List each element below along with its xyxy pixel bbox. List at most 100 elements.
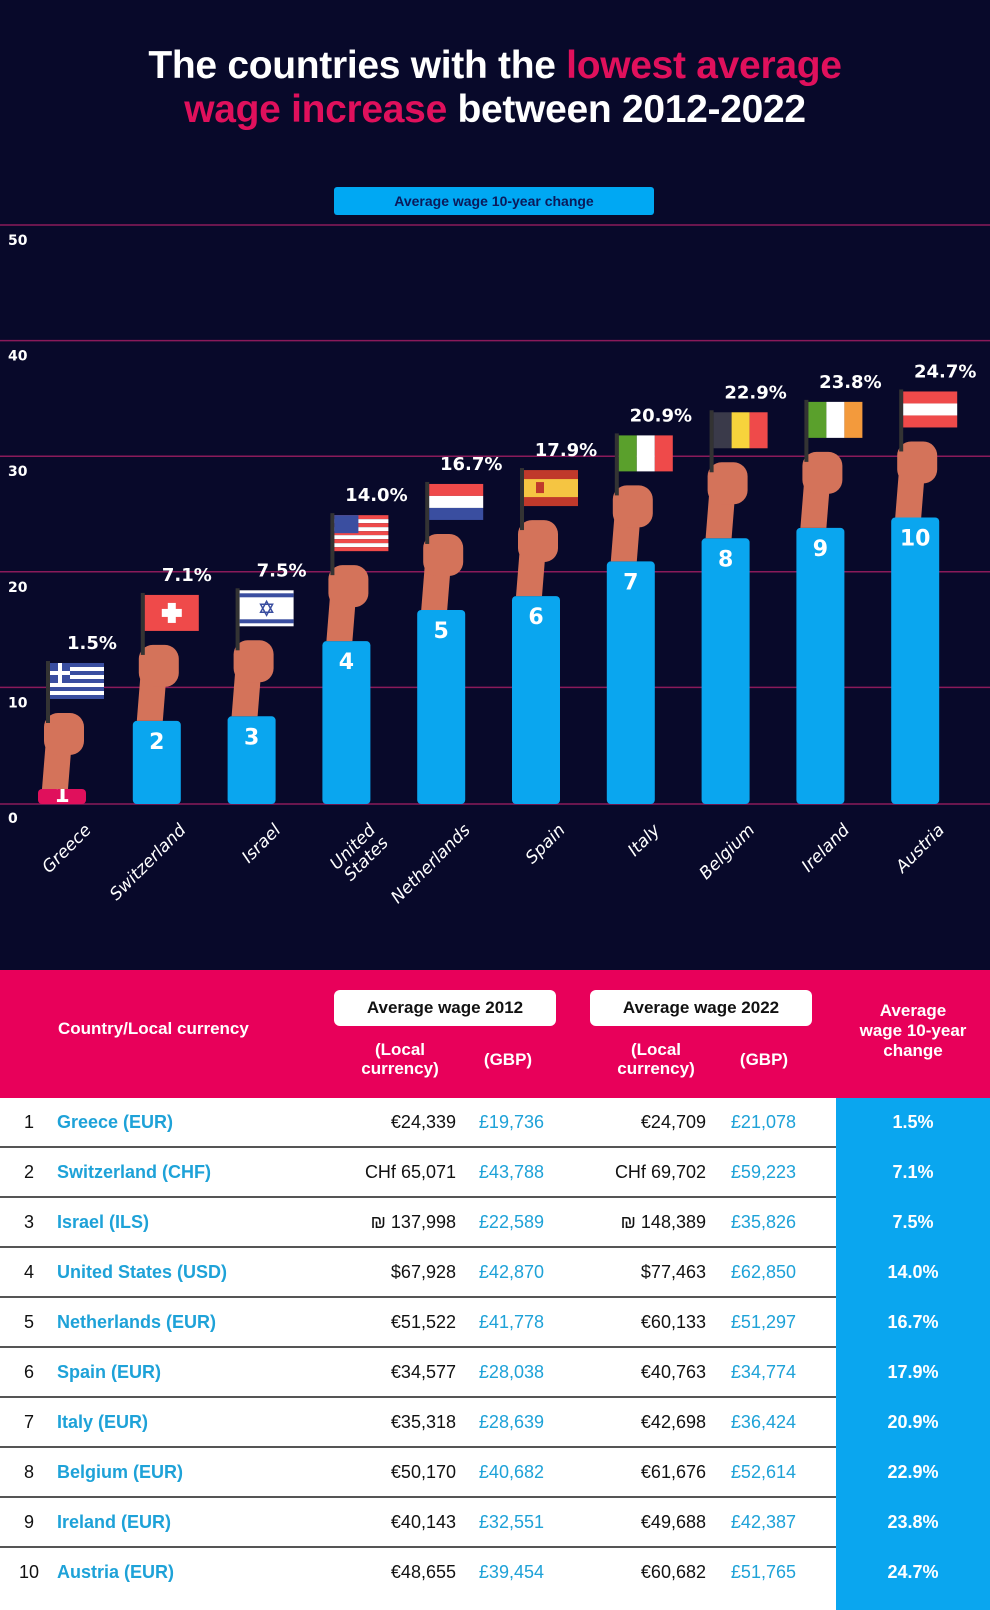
rank: 9	[23, 1512, 34, 1532]
bar-rank-label: 7	[623, 570, 638, 595]
table-row: 4 United States (USD) $67,928 £42,870 $77,46…	[0, 1248, 990, 1298]
table-row: 3 Israel (ILS) ₪ 137,998 £22,589 ₪ 148,389 £3…	[0, 1198, 990, 1248]
country-cell: Italy (EUR)	[57, 1412, 149, 1432]
gbp-2022-cell: £62,850	[730, 1262, 796, 1282]
country-cell: Belgium (EUR)	[57, 1462, 183, 1482]
gbp-2012-cell: £41,778	[478, 1312, 544, 1332]
united-states-flag-icon	[334, 515, 389, 552]
change-column-background	[836, 1098, 990, 1610]
table-row: 7 Italy (EUR) €35,318 £28,639 €42,698 £36,424…	[0, 1398, 990, 1448]
x-tick-label: Belgium	[696, 820, 759, 883]
header-gbp-2022: (GBP)	[739, 1050, 789, 1069]
flag-pole	[520, 468, 524, 531]
local-2012-cell: €24,339	[390, 1112, 456, 1132]
header-gbp-2012: (GBP)	[483, 1050, 533, 1069]
chart-legend: Average wage 10-year change	[334, 187, 654, 215]
x-tick-label: Italy	[624, 820, 665, 861]
gbp-2022-cell: £51,765	[730, 1562, 796, 1582]
x-tick-label: Israel	[238, 820, 285, 867]
row-divider	[0, 1196, 836, 1198]
change-cell: 24.7%	[887, 1562, 939, 1582]
gbp-2012-cell: £28,639	[478, 1412, 544, 1432]
rank: 6	[23, 1362, 34, 1382]
table-row: 10 Austria (EUR) €48,655 £39,454 €60,682 £51,…	[0, 1548, 990, 1598]
data-label: 17.9%	[535, 440, 597, 461]
y-tick-label: 30	[8, 464, 28, 480]
country-cell: United States (USD)	[57, 1262, 228, 1282]
greece-flag-icon	[50, 663, 104, 699]
flag-pole	[235, 588, 240, 651]
x-tick-label: Greece	[38, 820, 95, 877]
table-row: 6 Spain (EUR) €34,577 £28,038 €40,763 £34,774…	[0, 1348, 990, 1398]
row-divider	[0, 1546, 836, 1548]
local-2012-cell: €48,655	[390, 1562, 456, 1582]
gbp-2022-cell: £42,387	[730, 1512, 796, 1532]
bar	[417, 609, 466, 804]
local-2022-cell: €60,682	[640, 1562, 706, 1582]
local-2022-cell: €40,763	[640, 1362, 706, 1382]
local-2012-cell: €34,577	[390, 1362, 456, 1382]
rank: 7	[23, 1412, 34, 1432]
change-cell: 16.7%	[887, 1312, 939, 1332]
bar-rank-label: 4	[339, 650, 354, 675]
rank: 8	[23, 1462, 34, 1482]
data-label: 16.7%	[440, 454, 502, 475]
local-2022-cell: ₪ 148,389	[620, 1212, 706, 1232]
bar	[38, 789, 86, 804]
y-tick-label: 20	[8, 580, 28, 596]
table-row: 9 Ireland (EUR) €40,143 £32,551 €49,688 £42,3…	[0, 1498, 990, 1548]
netherlands-flag-icon	[429, 483, 484, 520]
x-tick-label: Austria	[891, 820, 948, 877]
gbp-2022-cell: £36,424	[730, 1412, 796, 1432]
bar-rank-label: 10	[900, 526, 931, 551]
local-2022-cell: €24,709	[640, 1112, 706, 1132]
data-label: 22.9%	[724, 382, 786, 403]
country-cell: Israel (ILS)	[57, 1212, 150, 1232]
country-cell: Greece (EUR)	[57, 1112, 174, 1132]
x-tick-label: Ireland	[798, 820, 854, 876]
flag-pole	[899, 389, 904, 452]
gbp-2012-cell: £40,682	[478, 1462, 544, 1482]
table-row: 5 Netherlands (EUR) €51,522 £41,778 €60,133 £…	[0, 1298, 990, 1348]
fist	[44, 713, 84, 755]
flag-pole	[804, 399, 809, 462]
bar	[891, 517, 940, 804]
local-2022-cell: $77,463	[640, 1262, 706, 1282]
country-cell: Spain (EUR)	[57, 1362, 162, 1382]
flag-pole	[330, 513, 335, 576]
bar-chart: 0 10 20 30 40 50 1 1.5% Greece 2 7.1% Switzerland 3 7…	[0, 224, 990, 908]
bar	[322, 641, 371, 804]
bar	[132, 720, 181, 804]
title-part-1: The countries with the	[148, 44, 567, 87]
bar	[227, 716, 276, 804]
gbp-2012-cell: £28,038	[478, 1362, 544, 1382]
table-row: 8 Belgium (EUR) €50,170 £40,682 €61,676 £52,6…	[0, 1448, 990, 1498]
x-tick-label: Netherlands	[387, 820, 475, 908]
row-divider	[0, 1146, 836, 1148]
row-divider	[0, 1346, 836, 1348]
y-tick-label: 0	[8, 811, 18, 827]
change-cell: 23.8%	[887, 1512, 939, 1532]
local-2022-cell: CHf 69,702	[614, 1162, 706, 1182]
data-label: 1.5%	[67, 633, 117, 654]
gbp-2012-cell: £19,736	[478, 1112, 544, 1132]
bar	[606, 561, 655, 804]
change-cell: 14.0%	[887, 1262, 939, 1282]
header-change: Average wage 10-year change	[859, 1001, 967, 1060]
data-label: 7.5%	[257, 560, 307, 581]
row-divider	[0, 1496, 836, 1498]
local-2012-cell: CHf 65,071	[364, 1162, 456, 1182]
gbp-2022-cell: £52,614	[730, 1462, 796, 1482]
local-2012-cell: $67,928	[390, 1262, 456, 1282]
data-label: 7.1%	[162, 565, 212, 586]
rank: 1	[23, 1112, 34, 1132]
fist	[518, 520, 558, 563]
change-cell: 20.9%	[887, 1412, 939, 1432]
data-label: 23.8%	[819, 372, 881, 393]
fist	[233, 640, 274, 683]
gbp-2012-cell: £39,454	[478, 1562, 544, 1582]
table-row: 2 Switzerland (CHF) CHf 65,071 £43,788 CHf 6…	[0, 1148, 990, 1198]
rank: 10	[18, 1562, 40, 1582]
spain-flag-icon	[524, 470, 578, 507]
local-2022-cell: €42,698	[640, 1412, 706, 1432]
